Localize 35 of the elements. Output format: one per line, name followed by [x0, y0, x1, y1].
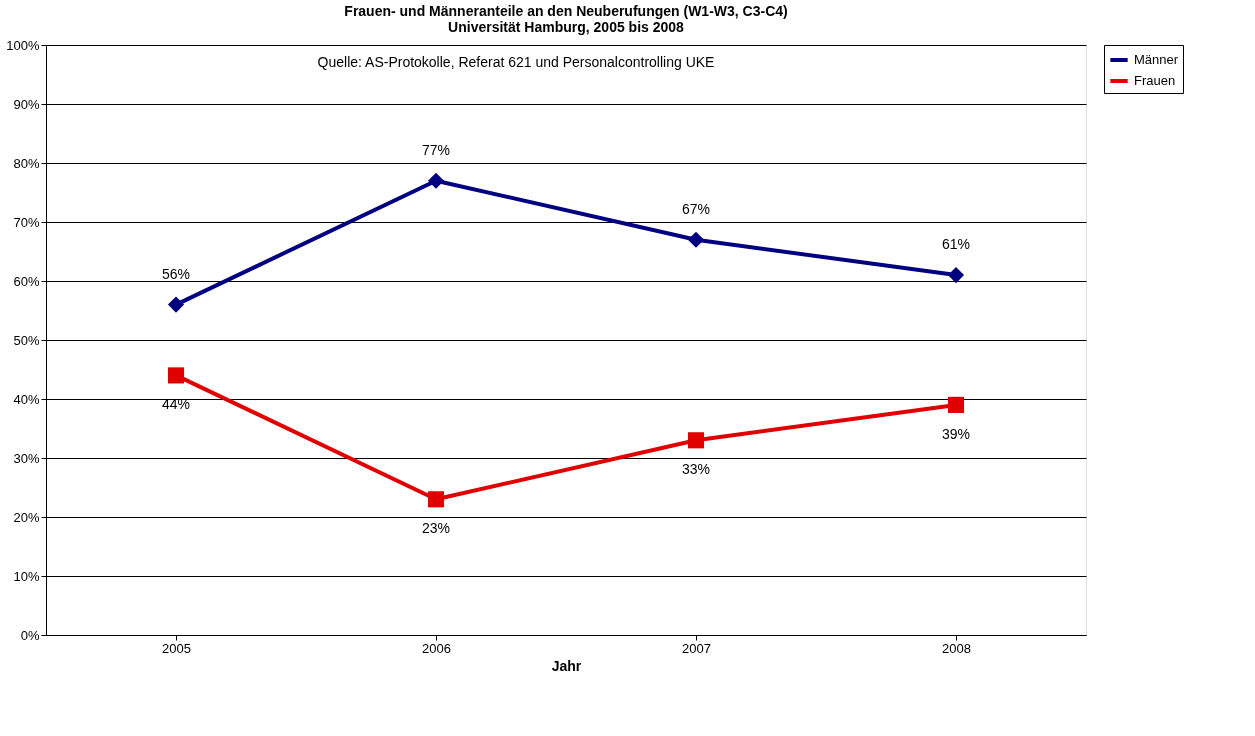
y-tick-label: 20% — [13, 509, 40, 525]
legend-label: Frauen — [1134, 73, 1176, 88]
point — [167, 367, 185, 384]
point — [947, 396, 965, 413]
y-tick-label: 30% — [13, 450, 40, 466]
x-tick-label: 2006 — [422, 640, 451, 656]
x-tick-label: 2007 — [682, 640, 711, 656]
x-tick-label: 2008 — [942, 640, 971, 656]
y-tick-label: 50% — [13, 332, 40, 348]
y-tick-label: 80% — [13, 155, 40, 171]
y-tick-label: 100% — [6, 37, 40, 53]
point — [687, 231, 705, 248]
data-label: 39% — [941, 425, 971, 442]
point — [687, 432, 705, 449]
y-tick-label: 60% — [13, 273, 40, 289]
y-tick-label: 40% — [13, 391, 40, 407]
data-label: 77% — [421, 141, 451, 158]
data-label: 33% — [681, 461, 711, 478]
annotation: Quelle: AS-Protokolle, Referat 621 und Personalcontrolling UKE — [317, 54, 715, 70]
data-label: 67% — [681, 200, 711, 217]
y-tick-label: 90% — [13, 96, 40, 112]
point — [947, 267, 965, 284]
y-tick-label: 0% — [20, 627, 40, 643]
point — [427, 491, 445, 508]
data-label: 56% — [161, 265, 191, 282]
chart-title: Frauen- und Männeranteile an den Neuberufungen (W1-W3, C3-C4) Universität Hamburg, 2005 bis 2008 — [344, 3, 788, 35]
y-tick-label: 70% — [13, 214, 40, 230]
data-label: 61% — [941, 236, 971, 253]
legend-label: Männer — [1134, 52, 1179, 67]
y-tick-label: 10% — [13, 568, 40, 584]
point — [167, 296, 185, 313]
x-axis-title: Jahr — [551, 657, 582, 674]
point — [427, 172, 445, 189]
x-tick-label: 2005 — [162, 640, 191, 656]
data-label: 23% — [421, 520, 451, 537]
